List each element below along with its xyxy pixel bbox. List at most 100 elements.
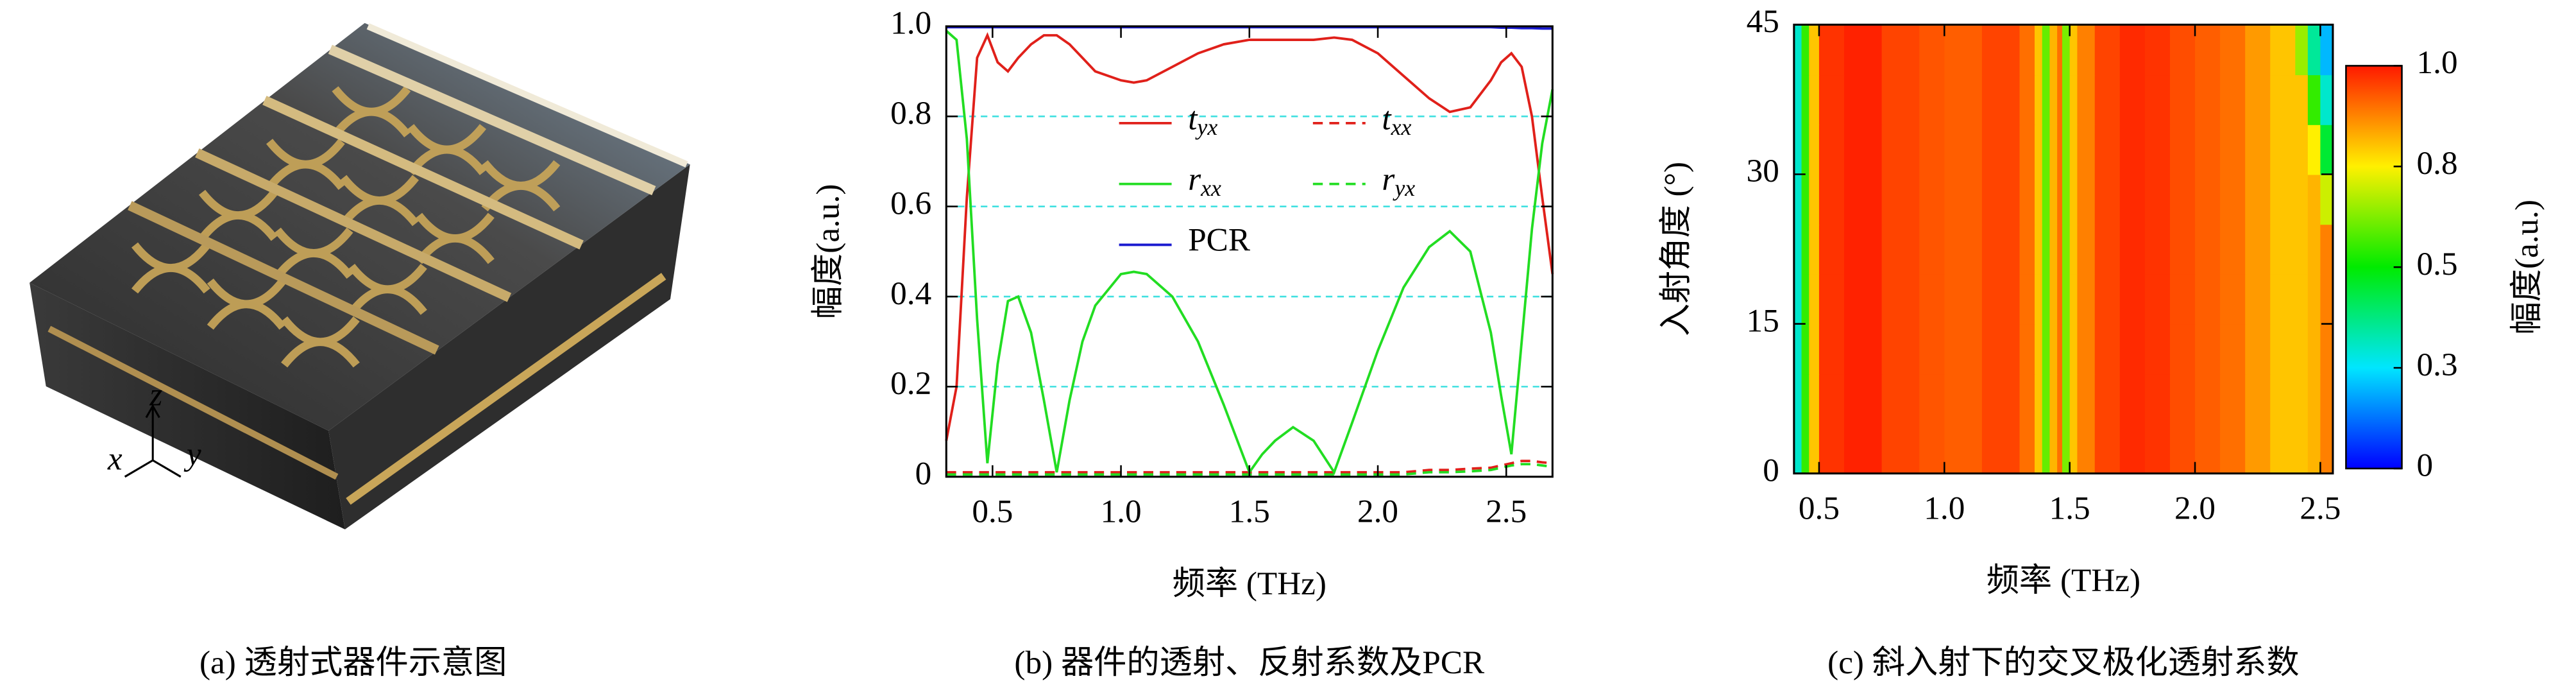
heatmap-cell bbox=[2077, 124, 2096, 175]
heatmap-cell bbox=[2195, 423, 2221, 474]
heatmap-cell bbox=[1818, 323, 1845, 375]
heatmap-cell bbox=[2195, 224, 2221, 275]
heatmap-cell bbox=[2057, 224, 2063, 275]
heatmap-cell bbox=[2307, 124, 2321, 175]
heatmap-cell bbox=[2307, 273, 2321, 325]
x-tick-label: 0.5 bbox=[1799, 490, 1840, 526]
heatmap-cell bbox=[2019, 174, 2035, 225]
y-tick-label: 0.8 bbox=[890, 95, 931, 132]
heatmap-cell bbox=[1818, 24, 1845, 76]
heatmap-cell bbox=[2144, 124, 2171, 175]
heatmap-cell bbox=[1844, 224, 1883, 275]
heatmap-cell bbox=[2077, 273, 2096, 325]
heatmap-cell bbox=[2220, 423, 2246, 474]
x-tick-label: 0.5 bbox=[972, 493, 1013, 530]
heatmap-cell bbox=[2062, 174, 2071, 225]
heatmap-cell bbox=[2245, 124, 2271, 175]
heatmap-cell bbox=[1793, 124, 1802, 175]
heatmap-cell bbox=[2119, 74, 2146, 125]
heatmap-cell bbox=[2057, 124, 2063, 175]
y-tick-label: 0 bbox=[915, 456, 932, 492]
heatmap-cell bbox=[2062, 273, 2071, 325]
heatmap-cell bbox=[2169, 24, 2196, 76]
heatmap-cell bbox=[2320, 323, 2334, 375]
heatmap-cell bbox=[2069, 323, 2078, 375]
heatmap-cell bbox=[2042, 124, 2051, 175]
heatmap-cell bbox=[2307, 74, 2321, 125]
heatmap-cell bbox=[2220, 124, 2246, 175]
heatmap-cell bbox=[2195, 323, 2221, 375]
heatmap-cell bbox=[1793, 423, 1802, 474]
heatmap-cell bbox=[2094, 224, 2121, 275]
heatmap-cell bbox=[2019, 273, 2035, 325]
heatmap-cell bbox=[1944, 323, 1983, 375]
heatmap-cell bbox=[2034, 174, 2043, 225]
heatmap-cell bbox=[2069, 374, 2078, 424]
colorbar-tick-label: 0.8 bbox=[2417, 145, 2458, 182]
heatmap-cell bbox=[2320, 74, 2334, 125]
heatmap-cell bbox=[2195, 74, 2221, 125]
heatmap-cell bbox=[2295, 224, 2309, 275]
heatmap-cell bbox=[2320, 224, 2334, 275]
heatmap-cell bbox=[1818, 74, 1845, 125]
heatmap-cell bbox=[2049, 124, 2058, 175]
heatmap-cell bbox=[2245, 374, 2271, 424]
heatmap-cell bbox=[2169, 323, 2196, 375]
heatmap-cell bbox=[1981, 74, 2021, 125]
axis-label: z bbox=[149, 377, 162, 413]
heatmap-cell bbox=[2144, 24, 2171, 76]
heatmap-cell bbox=[2307, 323, 2321, 375]
x-tick-label: 1.5 bbox=[1229, 493, 1270, 530]
heatmap-cell bbox=[2094, 124, 2121, 175]
heatmap-cell bbox=[1844, 74, 1883, 125]
heatmap-cell bbox=[2119, 24, 2146, 76]
heatmap-cell bbox=[2220, 224, 2246, 275]
heatmap-cell bbox=[2094, 273, 2121, 325]
heatmap-cell bbox=[1801, 24, 1810, 76]
heatmap-cell bbox=[1881, 423, 1920, 474]
heatmap-cell bbox=[2057, 24, 2063, 76]
heatmap-cell bbox=[2062, 124, 2071, 175]
heatmap-cell bbox=[2245, 224, 2271, 275]
heatmap-cell bbox=[1809, 323, 1820, 375]
heatmap-cell bbox=[2019, 124, 2035, 175]
heatmap-cell bbox=[1881, 174, 1920, 225]
heatmap-cell bbox=[2034, 323, 2043, 375]
heatmap-cell bbox=[1793, 74, 1802, 125]
y-tick-label: 45 bbox=[1747, 3, 1779, 40]
heatmap-cell bbox=[1793, 24, 1802, 76]
heatmap-cell bbox=[2119, 124, 2146, 175]
heatmap-cell bbox=[1981, 323, 2021, 375]
heatmap-cell bbox=[1801, 124, 1810, 175]
heatmap-cell bbox=[2245, 74, 2271, 125]
heatmap-cell bbox=[1809, 273, 1820, 325]
heatmap-cell bbox=[2042, 374, 2051, 424]
heatmap-cell bbox=[1981, 273, 2021, 325]
x-tick-label: 1.5 bbox=[2049, 490, 2090, 526]
heatmap-cell bbox=[2320, 174, 2334, 225]
heatmap-cell bbox=[2062, 323, 2071, 375]
heatmap-cell bbox=[2220, 374, 2246, 424]
heatmap-cell bbox=[1881, 24, 1920, 76]
heatmap-cell bbox=[1793, 374, 1802, 424]
heatmap-cell bbox=[2295, 24, 2309, 76]
device-illustration: x y z bbox=[30, 22, 690, 530]
heatmap-cell bbox=[2169, 74, 2196, 125]
heatmap-cell bbox=[2034, 374, 2043, 424]
heatmap-cell bbox=[1818, 273, 1845, 325]
heatmap-cell bbox=[2245, 423, 2271, 474]
heatmap-cell bbox=[2034, 124, 2043, 175]
heatmap-cell bbox=[1793, 273, 1802, 325]
heatmap-cell bbox=[1944, 174, 1983, 225]
heatmap-cell bbox=[2042, 74, 2051, 125]
heatmap-cell bbox=[1919, 174, 1945, 225]
heatmap-cell bbox=[2270, 273, 2296, 325]
heatmap-cell bbox=[2220, 273, 2246, 325]
heatmap-cell bbox=[2069, 224, 2078, 275]
heatmap-cell bbox=[2069, 24, 2078, 76]
heatmap-cell bbox=[2077, 174, 2096, 225]
heatmap-cell bbox=[1881, 323, 1920, 375]
heatmap-cell bbox=[2049, 374, 2058, 424]
heatmap-cell bbox=[2320, 24, 2334, 76]
